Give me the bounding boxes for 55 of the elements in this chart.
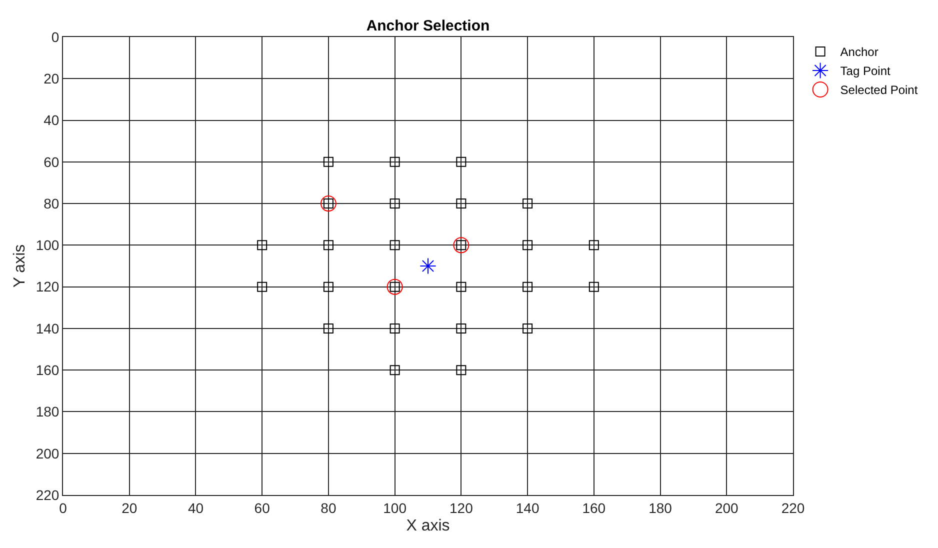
point [456,156,466,167]
point [456,198,466,209]
point [588,282,599,292]
chart-title: Anchor Selection [366,18,490,34]
x-tick-label: 80 [320,500,336,516]
legend-label: Selected Point [840,83,918,98]
point [257,240,268,250]
point [390,365,400,376]
point [456,365,466,376]
y-tick-label: 180 [36,404,60,420]
y-tick-label: 160 [36,362,60,378]
point [257,282,268,292]
point [522,323,533,334]
point [522,240,533,250]
point [420,258,436,274]
x-tick-label: 20 [122,500,138,516]
x-tick-label: 140 [516,500,540,516]
point [320,196,336,212]
point [390,156,400,167]
point [588,240,599,250]
point [323,156,334,167]
point [323,323,334,334]
x-tick-label: 60 [254,500,270,516]
y-tick-label: 100 [36,237,60,254]
y-tick-label: 140 [36,320,60,336]
y-tick-label: 220 [36,486,60,503]
y-tick-label: 20 [44,70,60,87]
y-tick-label: 40 [44,112,60,128]
x-tick-label: 200 [714,500,739,516]
y-tick-label: 60 [44,154,60,170]
legend-label: Tag Point [840,64,891,78]
point [323,240,334,250]
point [522,282,533,292]
point [386,278,403,295]
x-tick-label: 120 [450,500,474,516]
x-tick-label: 40 [188,500,204,516]
legend-label: Anchor [840,45,878,60]
x-axis-title: X axis [406,518,450,534]
y-tick-label: 120 [36,278,60,295]
point [453,237,470,254]
y-tick-label: 0 [51,28,60,45]
x-tick-label: 220 [781,500,805,516]
point [456,323,466,334]
x-tick-label: 180 [648,500,672,516]
x-tick-label: 100 [383,500,407,516]
point [522,198,533,209]
point [390,240,400,250]
point [323,282,334,292]
y-axis-title: Y axis [12,244,29,288]
point [390,198,400,209]
y-tick-label: 200 [36,445,60,462]
point [390,323,400,334]
point [456,282,466,292]
y-tick-label: 80 [44,195,60,212]
x-tick-label: 160 [582,500,606,516]
